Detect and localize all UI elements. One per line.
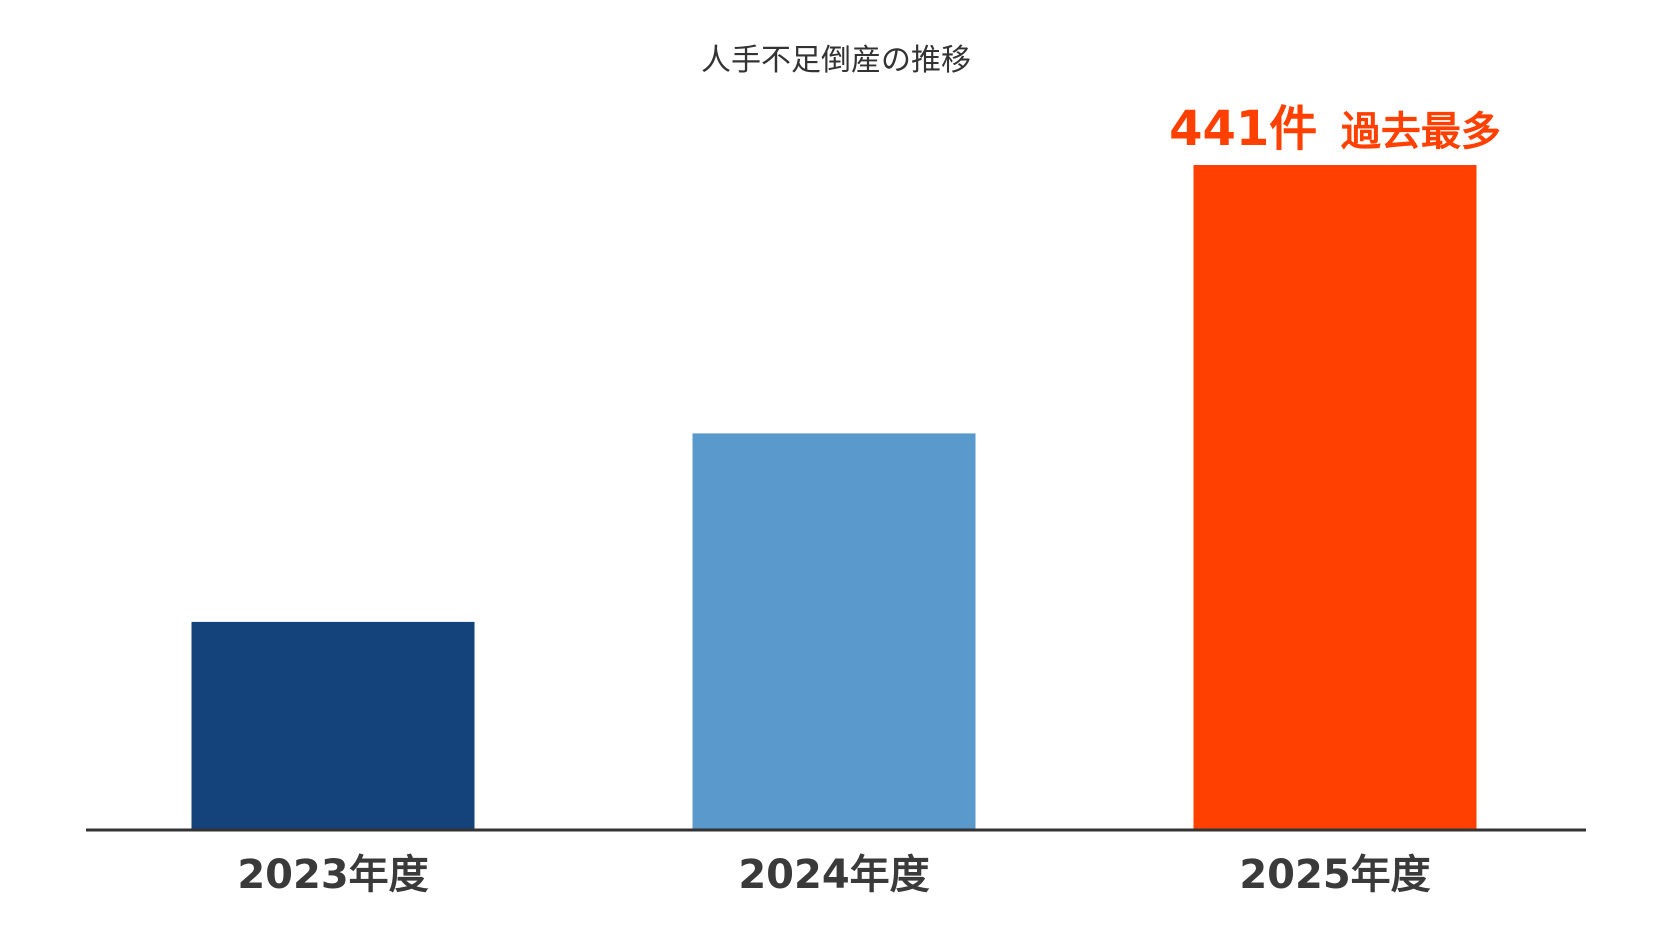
callout-annotation: 441件 過去最多 — [1169, 101, 1501, 157]
callout-note: 過去最多 — [1341, 109, 1501, 155]
bar-2023年度 — [191, 621, 475, 830]
x-tick-label: 2024年度 — [738, 852, 929, 898]
x-tick-labels: 2023年度 2024年度 2025年度 — [237, 852, 1430, 898]
x-tick-label: 2023年度 — [237, 852, 428, 898]
callout-value: 441件 — [1169, 101, 1317, 157]
bar-2024年度 — [692, 433, 976, 830]
x-tick-label: 2025年度 — [1239, 852, 1430, 898]
bars-group — [191, 165, 1477, 830]
chart-title: 人手不足倒産の推移 — [701, 43, 971, 78]
svg-text:441件 過去最多: 441件 過去最多 — [1169, 101, 1501, 157]
bar-2025年度 — [1193, 165, 1477, 830]
